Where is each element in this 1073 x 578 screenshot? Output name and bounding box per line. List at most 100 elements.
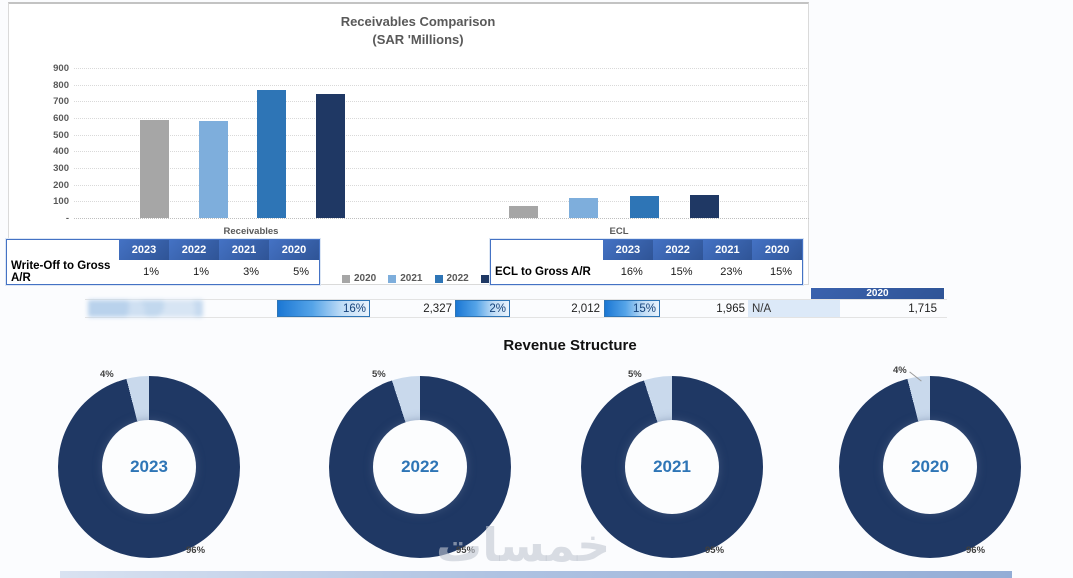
metric-cell-databar-1[interactable]: 16% <box>277 300 370 317</box>
gridline-800 <box>74 84 809 86</box>
y-tick-label--: - <box>65 213 69 224</box>
y-tick-label-700: 700 <box>53 96 69 108</box>
writeoff-value-2021[interactable]: 3% <box>243 266 259 278</box>
y-tick-label-900: 900 <box>53 63 69 74</box>
ecl-header-2022[interactable]: 2022 <box>652 240 703 260</box>
bottom-accent-strip <box>60 571 1012 578</box>
writeoff-value-row: Write-Off to Gross A/R 1% 1% 3% 5% <box>7 260 319 284</box>
ecl-header-2020[interactable]: 2020 <box>752 240 802 260</box>
donut-small-pct-2023: 4% <box>100 369 114 380</box>
donut-hole-2023: 2023 <box>102 420 196 514</box>
writeoff-header-row: 2023 2022 2021 2020 <box>7 240 319 260</box>
gridline-500 <box>74 134 809 136</box>
donut-chart-2021: 2021 <box>581 376 763 558</box>
legend-label-2022: 2022 <box>446 273 469 284</box>
revenue-structure-title: Revenue Structure <box>503 337 637 354</box>
donut-year-label-2023: 2023 <box>130 457 168 476</box>
writeoff-row-label: Write-Off to Gross A/R <box>11 260 111 284</box>
metric-cell-na-7[interactable]: N/A <box>748 300 840 317</box>
ecl-header-row: 2023 2022 2021 2020 <box>491 240 802 260</box>
receivables-bar-chart[interactable]: Receivables Comparison (SAR 'Millions) 9… <box>8 2 809 285</box>
writeoff-header-2020[interactable]: 2020 <box>269 240 319 260</box>
ecl-value-2023[interactable]: 16% <box>620 266 643 278</box>
donut-small-pct-2021: 5% <box>628 369 642 380</box>
writeoff-header-2022[interactable]: 2022 <box>169 240 219 260</box>
metric-cell-blurred-0[interactable] <box>88 300 203 317</box>
y-tick-label-300: 300 <box>53 163 69 174</box>
donut-big-pct-2020: 96% <box>966 545 986 556</box>
ecl-value-2022[interactable]: 15% <box>670 266 693 278</box>
bar-ecl-2023 <box>690 194 719 218</box>
legend-swatch-2021 <box>388 274 397 283</box>
legend-item-2022: 2022 <box>434 273 469 284</box>
watermark-text: خمسات <box>436 518 611 572</box>
metric-cell-value-8[interactable]: 1,715 <box>908 302 937 315</box>
ecl-row-label: ECL to Gross A/R <box>495 266 591 278</box>
x-axis-line <box>74 218 809 219</box>
legend-item-2020: 2020 <box>342 273 376 284</box>
row-top-border <box>85 299 947 300</box>
bar-ecl-2021 <box>569 198 598 218</box>
metric-cell-databar-5[interactable]: 15% <box>604 300 660 317</box>
ecl-value-row: ECL to Gross A/R 16% 15% 23% 15% <box>491 260 802 284</box>
ecl-value-2020[interactable]: 15% <box>769 266 792 278</box>
donut-hole-2021: 2021 <box>625 420 719 514</box>
bar-receivables-2021 <box>199 121 228 218</box>
bar-receivables-2022 <box>257 89 286 218</box>
legend-swatch-2020 <box>342 274 350 283</box>
bar-ecl-2022 <box>630 195 659 218</box>
legend-swatch-2023 <box>480 274 489 283</box>
x-axis-label-receivables: Receivables <box>223 226 279 237</box>
donut-year-label-2021: 2021 <box>653 457 691 476</box>
metric-cell-databar-3[interactable]: 2% <box>455 300 510 317</box>
write-off-ratio-table: 2023 2022 2021 2020 Write-Off to Gross A/R 1%… <box>6 239 320 285</box>
donut-chart-2023: 2023 <box>58 376 240 558</box>
legend-swatch-2022 <box>434 274 443 283</box>
donut-small-pct-2022: 5% <box>372 369 386 380</box>
writeoff-header-2021[interactable]: 2021 <box>219 240 269 260</box>
metric-cell-value-4[interactable]: 2,012 <box>571 302 600 315</box>
gridline-300 <box>74 168 809 169</box>
gridline-200 <box>74 184 809 186</box>
writeoff-value-2023[interactable]: 1% <box>143 266 159 278</box>
donut-big-pct-2022: 95% <box>456 545 476 556</box>
donut-small-pct-2020: 4% <box>893 365 907 376</box>
ecl-header-2023[interactable]: 2023 <box>603 240 653 260</box>
gridline-400 <box>74 151 809 153</box>
writeoff-header-2023[interactable]: 2023 <box>119 240 169 260</box>
donut-chart-2020: 2020 <box>839 376 1021 558</box>
gridline-600 <box>74 118 809 119</box>
gridline-700 <box>74 101 809 103</box>
donut-year-label-2020: 2020 <box>911 457 949 476</box>
donut-year-label-2022: 2022 <box>401 457 439 476</box>
y-tick-label-100: 100 <box>53 196 69 208</box>
ecl-header-blank <box>491 240 603 260</box>
metric-cell-value-2[interactable]: 2,327 <box>423 302 452 315</box>
gridline-100 <box>74 201 809 203</box>
ecl-header-2021[interactable]: 2021 <box>702 240 753 260</box>
y-tick-label-400: 400 <box>53 146 69 158</box>
donut-hole-2020: 2020 <box>883 420 977 514</box>
donut-big-pct-2023: 96% <box>186 545 206 556</box>
legend-label-2021: 2021 <box>400 273 423 284</box>
donut-chart-2022: 2022 <box>329 376 511 558</box>
y-tick-label-800: 800 <box>53 79 69 91</box>
donut-hole-2022: 2022 <box>373 420 467 514</box>
ecl-value-2021[interactable]: 23% <box>720 266 743 278</box>
y-tick-label-600: 600 <box>53 113 69 124</box>
donut-big-pct-2021: 95% <box>705 545 725 556</box>
writeoff-header-blank <box>7 240 119 260</box>
bar-receivables-2020 <box>140 119 169 218</box>
y-tick-label-500: 500 <box>53 129 69 141</box>
bar-receivables-2023 <box>316 93 345 218</box>
bar-ecl-2020 <box>509 205 538 218</box>
legend-item-2021: 2021 <box>388 273 423 284</box>
bar-chart-title-line2: (SAR 'Millions) <box>372 32 464 47</box>
row-bottom-border <box>85 317 947 318</box>
writeoff-value-2020[interactable]: 5% <box>293 266 309 278</box>
writeoff-value-2022[interactable]: 1% <box>193 266 209 278</box>
bar-chart-title-line1: Receivables Comparison <box>340 14 496 29</box>
ecl-ratio-table: 2023 2022 2021 2020 ECL to Gross A/R 16% 15% 23… <box>490 239 803 285</box>
metric-cell-value-6[interactable]: 1,965 <box>716 302 745 315</box>
